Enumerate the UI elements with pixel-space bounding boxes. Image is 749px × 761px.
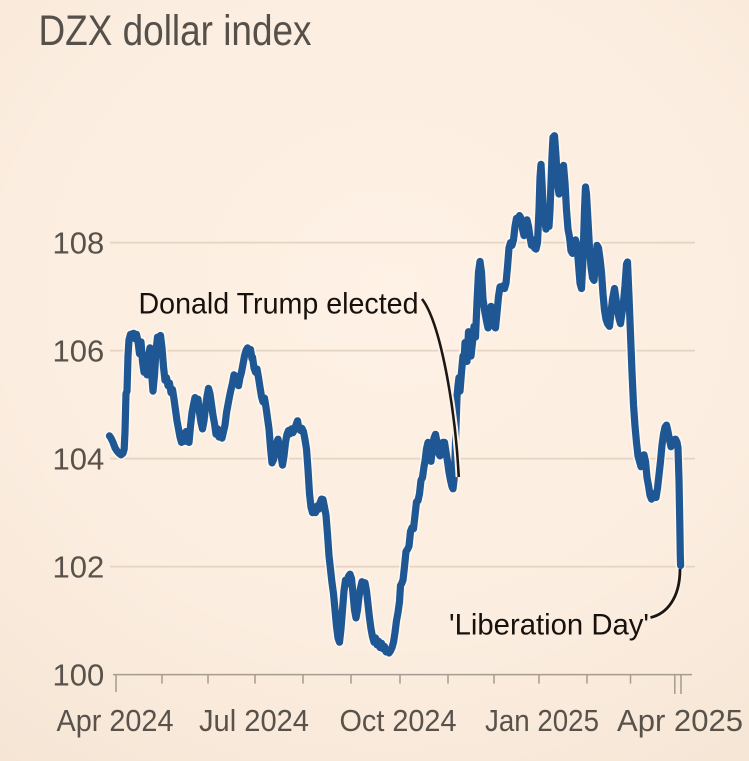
svg-text:Oct 2024: Oct 2024: [340, 703, 457, 738]
svg-text:Jul 2024: Jul 2024: [199, 703, 309, 738]
svg-text:Apr 2025: Apr 2025: [617, 703, 743, 738]
svg-text:DZX dollar index: DZX dollar index: [39, 8, 312, 55]
svg-text:Donald Trump elected: Donald Trump elected: [139, 288, 419, 321]
svg-text:Apr 2024: Apr 2024: [57, 703, 174, 738]
svg-text:106: 106: [53, 334, 105, 369]
svg-text:108: 108: [53, 226, 105, 261]
svg-text:'Liberation Day': 'Liberation Day': [449, 609, 649, 642]
svg-text:104: 104: [53, 442, 105, 477]
svg-text:100: 100: [53, 658, 105, 693]
svg-text:Jan 2025: Jan 2025: [485, 703, 599, 738]
svg-text:102: 102: [53, 550, 105, 585]
